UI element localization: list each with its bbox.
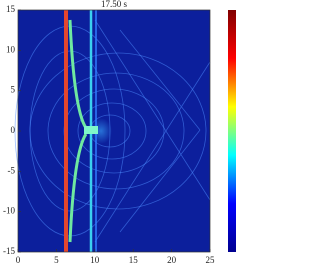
y-tick-label: 5 xyxy=(11,85,16,95)
x-tick-label: 25 xyxy=(206,255,216,265)
colorbar xyxy=(228,10,236,252)
x-tick-label: 15 xyxy=(129,255,139,265)
x-tick-label: 10 xyxy=(90,255,100,265)
field xyxy=(14,10,211,252)
x-tick-label: 20 xyxy=(167,255,177,265)
chart-title: 17.50 s xyxy=(101,0,128,9)
y-tick-label: -5 xyxy=(8,165,16,175)
x-tick-label: 5 xyxy=(54,255,59,265)
page: {"chart_data": {"type": "heatmap", "titl… xyxy=(3,0,236,266)
y-tick-label: 10 xyxy=(6,44,16,54)
x-tick-label: 0 xyxy=(16,255,21,265)
y-tick-label: -15 xyxy=(3,246,15,256)
y-tick-label: 0 xyxy=(11,125,16,135)
y-tick-label: -10 xyxy=(3,206,15,216)
chart: 17.50 s 0 5 10 15 20 25 -15 -10 -5 0 5 10 15 xyxy=(3,0,236,265)
y-tick-label: 15 xyxy=(6,4,16,14)
